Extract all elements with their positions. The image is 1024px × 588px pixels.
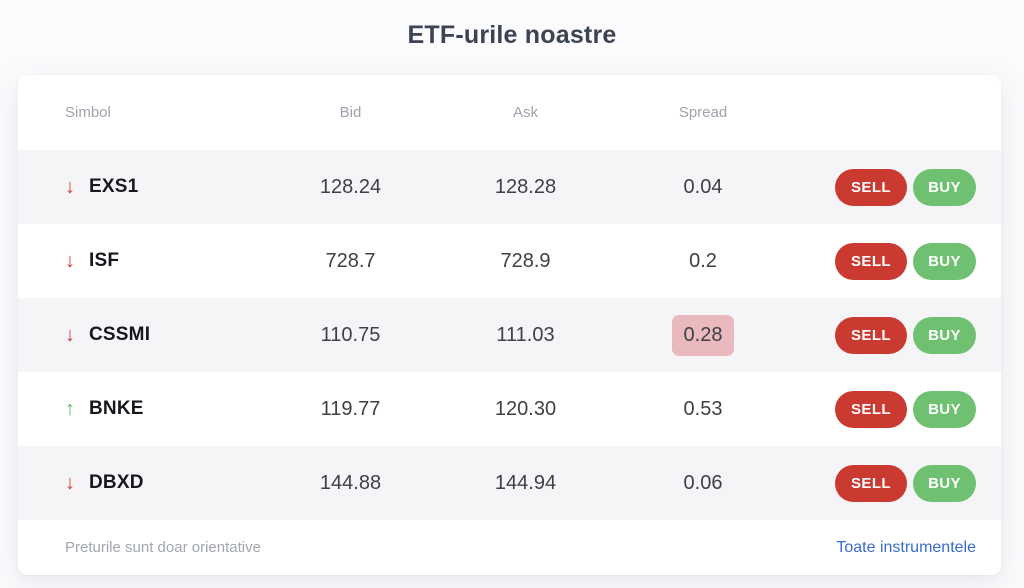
spread-value: 0.53	[683, 397, 723, 420]
bid-value: 110.75	[320, 323, 381, 346]
disclaimer-text: Preturile sunt doar orientative	[65, 539, 261, 556]
bid-value: 144.88	[319, 471, 382, 494]
spread-value: 0.04	[683, 175, 723, 198]
bid-value: 119.77	[320, 397, 381, 420]
table-row: ↑ BNKE 119.77 120.30 0.53 SELL BUY	[18, 372, 1001, 446]
spread-value: 0.2	[689, 249, 717, 272]
bid-value: 728.7	[325, 249, 376, 272]
symbol-label: BNKE	[89, 398, 144, 419]
ask-value: 144.94	[494, 471, 557, 494]
trend-down-icon: ↓	[65, 250, 75, 272]
table-row: ↓ CSSMI 110.75 111.03 0.28 SELL BUY	[18, 298, 1001, 372]
ask-value: 111.03	[496, 323, 555, 346]
spread-value: 0.06	[683, 471, 723, 494]
symbol-label: ISF	[89, 250, 120, 271]
ask-value: 128.28	[494, 175, 557, 198]
column-header-ask: Ask	[512, 104, 538, 121]
sell-button[interactable]: SELL	[835, 390, 907, 428]
buy-button[interactable]: BUY	[913, 168, 976, 206]
table-row: ↓ ISF 728.7 728.9 0.2 SELL BUY	[18, 224, 1001, 298]
table-header-row: Simbol Bid Ask Spread	[18, 75, 1001, 150]
page-title: ETF-urile noastre	[407, 21, 617, 49]
symbol-label: EXS1	[89, 176, 139, 197]
sell-button[interactable]: SELL	[835, 316, 907, 354]
column-header-spread: Spread	[678, 104, 728, 121]
buy-button[interactable]: BUY	[913, 242, 976, 280]
sell-button[interactable]: SELL	[835, 464, 907, 502]
column-header-bid: Bid	[339, 104, 362, 121]
ask-value: 728.9	[500, 249, 551, 272]
sell-button[interactable]: SELL	[835, 242, 907, 280]
buy-button[interactable]: BUY	[913, 464, 976, 502]
spread-value: 0.28	[671, 314, 735, 356]
symbol-label: CSSMI	[89, 324, 151, 345]
buy-button[interactable]: BUY	[913, 390, 976, 428]
table-body: ↓ EXS1 128.24 128.28 0.04 SELL BUY ↓ ISF…	[18, 150, 1001, 520]
trend-down-icon: ↓	[65, 324, 75, 346]
etf-table-card: Simbol Bid Ask Spread ↓ EXS1 128.24 128.…	[18, 75, 1001, 575]
symbol-label: DBXD	[89, 472, 144, 493]
ask-value: 120.30	[494, 397, 557, 420]
trend-down-icon: ↓	[65, 472, 75, 494]
trend-down-icon: ↓	[65, 176, 75, 198]
table-row: ↓ DBXD 144.88 144.94 0.06 SELL BUY	[18, 446, 1001, 520]
trend-up-icon: ↑	[65, 398, 75, 420]
buy-button[interactable]: BUY	[913, 316, 976, 354]
column-header-symbol: Simbol	[65, 104, 111, 121]
sell-button[interactable]: SELL	[835, 168, 907, 206]
all-instruments-link[interactable]: Toate instrumentele	[836, 538, 976, 556]
table-footer: Preturile sunt doar orientative Toate in…	[18, 520, 1001, 575]
table-row: ↓ EXS1 128.24 128.28 0.04 SELL BUY	[18, 150, 1001, 224]
bid-value: 128.24	[319, 175, 382, 198]
